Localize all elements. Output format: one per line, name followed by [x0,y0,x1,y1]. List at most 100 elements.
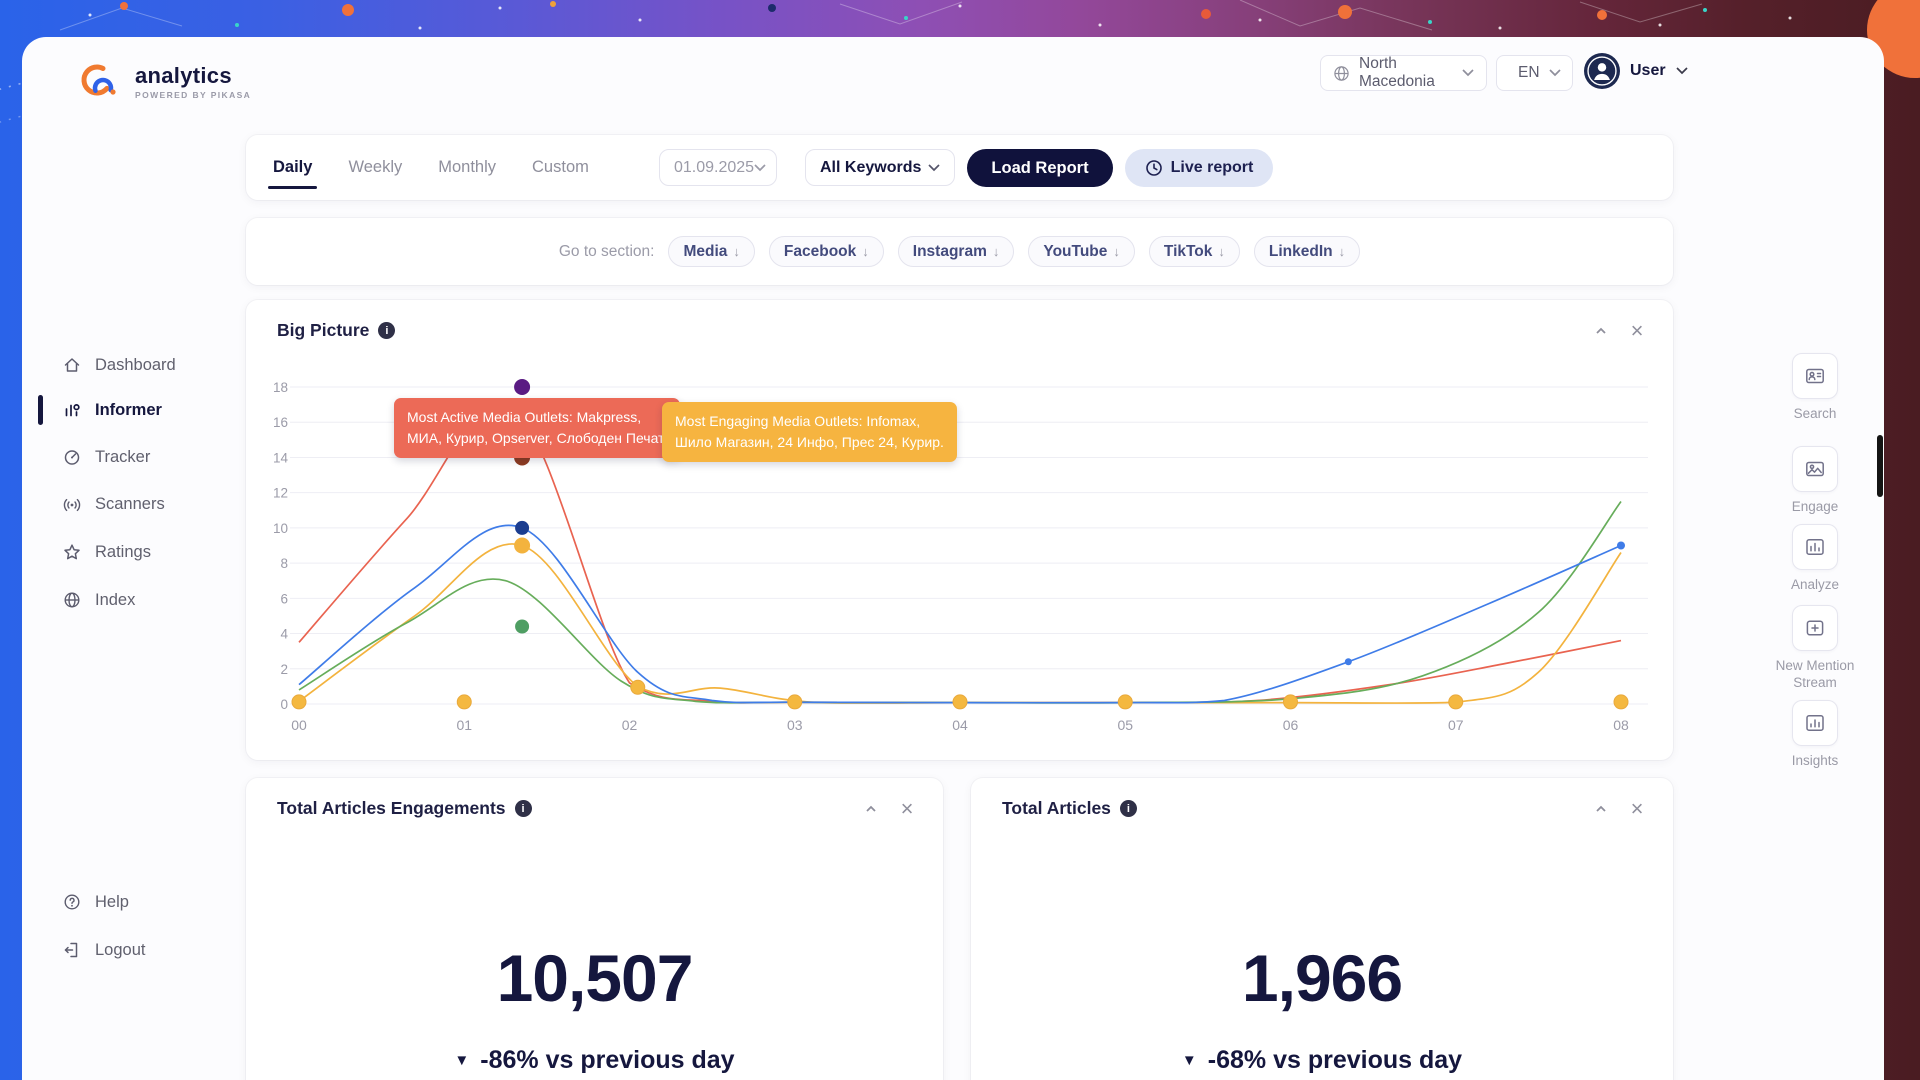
goto-section-label: Go to section: [558,242,655,260]
annotation-line: Шило Магазин, 24 Инфо, Прес 24, Курир. [675,434,944,450]
sidebar-item-label: Ratings [95,542,151,561]
rail-item-new-mention-stream[interactable]: New Mention Stream [1745,605,1884,692]
down-arrow-icon: ↓ [862,244,869,259]
stat-card-title: Total Articles [1002,798,1111,818]
section-pill-label: YouTube [1043,242,1108,260]
collapse-icon[interactable] [861,799,881,819]
sidebar-item-help[interactable]: Help [62,882,242,922]
sidebar-item-logout[interactable]: Logout [62,930,242,970]
rail-item-insights[interactable]: Insights [1745,700,1884,770]
date-picker[interactable]: 01.09.2025 [659,149,777,186]
broadcast-icon [62,494,82,514]
live-report-button[interactable]: Live report [1125,149,1273,187]
globe-icon [1334,65,1349,81]
annotation-line: МИА, Курир, Opserver, Слободен Печат. [407,430,667,446]
rail-item-label: Search [1793,406,1837,421]
svg-text:02: 02 [622,717,638,733]
total-articles-engagements-card: Total Articles Engagements 10,507 ▼ -86%… [246,778,943,1080]
down-arrow-icon: ↓ [1113,244,1120,259]
sidebar-item-label: Help [95,892,129,911]
rail-item-analyze[interactable]: Analyze [1745,524,1884,594]
svg-text:2: 2 [280,662,288,677]
down-triangle-icon: ▼ [454,1052,470,1069]
keywords-dropdown[interactable]: All Keywords [805,149,955,186]
info-icon[interactable] [1119,800,1137,817]
sidebar-item-tracker[interactable]: Tracker [62,437,242,477]
sidebar-item-dashboard[interactable]: Dashboard [62,345,242,385]
sidebar-active-indicator [38,395,43,425]
big-picture-chart-area: 0 2 4 6 8 10 12 14 16 18 00 01 02 03 04 05 06 07 08 Most A… [264,368,1654,740]
sidebar-item-label: Index [95,590,136,609]
section-pill-label: Facebook [783,242,857,260]
sidebar-item-informer[interactable]: Informer [62,390,242,430]
load-report-button[interactable]: Load Report [967,149,1113,187]
language-selector[interactable]: EN [1496,55,1573,91]
rail-item-engage[interactable]: Engage [1745,446,1884,516]
rail-item-search[interactable]: Search [1745,353,1884,423]
svg-text:12: 12 [273,486,288,501]
section-pill-linkedin[interactable]: LinkedIn ↓ [1253,236,1361,267]
annotation-line: Most Active Media Outlets: Makpress, [407,409,642,425]
section-pill-label: LinkedIn [1268,242,1333,260]
svg-text:06: 06 [1283,717,1299,733]
section-pill-instagram[interactable]: Instagram ↓ [897,236,1015,267]
rail-item-label: Engage [1791,499,1839,514]
stat-card-title: Total Articles Engagements [277,798,506,818]
live-report-label: Live report [1170,159,1254,176]
user-name: User [1630,62,1666,79]
svg-text:14: 14 [273,450,289,465]
sidebar-item-label: Dashboard [95,355,176,374]
collapse-icon[interactable] [1591,799,1611,819]
svg-text:6: 6 [280,591,288,606]
globe-icon [62,590,82,610]
svg-text:07: 07 [1448,717,1464,733]
close-icon[interactable] [1627,799,1647,819]
chart-annotation-most-engaging: Most Engaging Media Outlets: Infomax, Ши… [662,402,957,462]
user-menu[interactable]: User [1584,53,1688,89]
section-pill-facebook[interactable]: Facebook ↓ [768,236,884,267]
svg-text:08: 08 [1613,717,1629,733]
brand-tagline: POWERED BY PIKASA [135,90,252,101]
svg-text:01: 01 [456,717,472,733]
chevron-down-icon [754,163,766,171]
close-icon[interactable] [897,799,917,819]
down-triangle-icon: ▼ [1181,1052,1197,1069]
page-scrollbar-thumb[interactable] [1877,435,1883,497]
total-articles-card: Total Articles 1,966 ▼ -68% vs previous … [971,778,1673,1080]
info-icon[interactable] [514,800,532,817]
chevron-down-icon [1462,69,1474,77]
svg-text:4: 4 [280,627,288,642]
close-icon[interactable] [1627,321,1647,341]
collapse-icon[interactable] [1591,321,1611,341]
svg-text:8: 8 [280,556,288,571]
section-pill-youtube[interactable]: YouTube ↓ [1028,236,1135,267]
tab-monthly[interactable]: Monthly [438,158,497,176]
chevron-down-icon [928,163,940,171]
engage-icon [1792,446,1838,492]
down-arrow-icon: ↓ [992,244,1000,259]
rail-item-label: New Mention Stream [1775,658,1855,690]
brand-swirl-icon [81,64,116,99]
info-icon[interactable] [378,322,396,339]
rail-item-label: Analyze [1790,577,1840,592]
down-arrow-icon: ↓ [1338,244,1346,259]
date-value: 01.09.2025 [674,158,755,176]
sidebar-item-scanners[interactable]: Scanners [62,484,242,524]
tab-custom[interactable]: Custom [532,158,589,176]
region-selector[interactable]: North Macedonia [1320,55,1487,91]
big-picture-title: Big Picture [277,320,370,340]
sidebar-item-index[interactable]: Index [62,580,242,620]
section-pill-tiktok[interactable]: TikTok ↓ [1148,236,1240,267]
sidebar-item-ratings[interactable]: Ratings [62,532,242,572]
help-icon [62,892,82,912]
home-icon [62,355,82,375]
avatar [1584,53,1620,89]
tab-weekly[interactable]: Weekly [348,158,403,176]
sidebar-item-label: Logout [95,940,146,959]
tab-daily[interactable]: Daily [267,135,318,200]
section-pill-media[interactable]: Media ↓ [668,236,755,267]
logout-icon [62,940,82,960]
chart-annotation-most-active: Most Active Media Outlets: Makpress, МИА… [394,398,680,458]
insights-icon [1792,700,1838,746]
down-arrow-icon: ↓ [1218,244,1225,259]
